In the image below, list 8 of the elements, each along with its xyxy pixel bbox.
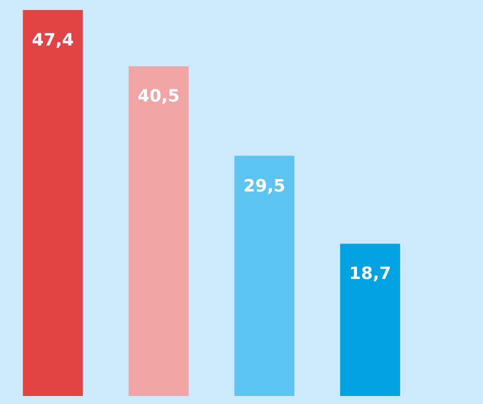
bar [234, 156, 294, 396]
data-label: 47,4 [32, 30, 74, 50]
data-label: 40,5 [138, 86, 180, 107]
bar [22, 10, 83, 396]
bar [340, 244, 400, 396]
bar [128, 66, 189, 396]
data-label: 29,5 [243, 176, 286, 196]
data-label: 18,7 [349, 264, 392, 284]
